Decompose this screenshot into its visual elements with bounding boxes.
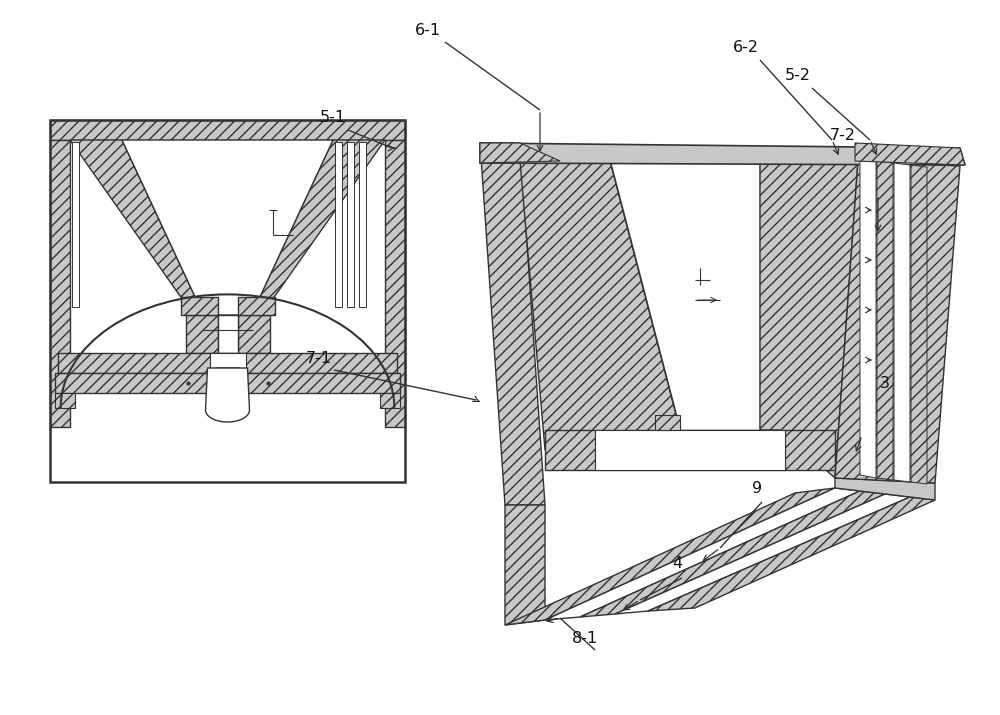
Polygon shape bbox=[55, 393, 75, 408]
Polygon shape bbox=[480, 143, 545, 505]
Bar bbox=[50, 120, 405, 482]
Text: 8-1: 8-1 bbox=[572, 631, 598, 646]
Polygon shape bbox=[610, 161, 760, 430]
Polygon shape bbox=[218, 315, 238, 353]
Polygon shape bbox=[760, 161, 858, 478]
Polygon shape bbox=[911, 165, 927, 484]
Polygon shape bbox=[252, 140, 385, 315]
Polygon shape bbox=[480, 143, 965, 165]
Polygon shape bbox=[855, 143, 965, 165]
Polygon shape bbox=[122, 140, 333, 315]
Polygon shape bbox=[210, 353, 246, 373]
Polygon shape bbox=[385, 140, 405, 427]
Polygon shape bbox=[480, 143, 560, 163]
Polygon shape bbox=[505, 488, 835, 625]
Polygon shape bbox=[380, 393, 400, 408]
Text: 5-1: 5-1 bbox=[320, 110, 346, 125]
Polygon shape bbox=[835, 478, 935, 500]
Polygon shape bbox=[58, 353, 397, 373]
Polygon shape bbox=[72, 142, 79, 307]
Polygon shape bbox=[50, 120, 405, 140]
Polygon shape bbox=[545, 430, 835, 470]
Polygon shape bbox=[50, 140, 70, 427]
Polygon shape bbox=[238, 315, 270, 353]
Polygon shape bbox=[648, 497, 935, 611]
Polygon shape bbox=[55, 373, 400, 393]
Text: 4: 4 bbox=[672, 556, 682, 571]
Text: 6-1: 6-1 bbox=[415, 23, 441, 38]
Polygon shape bbox=[520, 161, 680, 450]
Text: 6-2: 6-2 bbox=[733, 40, 759, 55]
Polygon shape bbox=[238, 297, 274, 315]
Polygon shape bbox=[70, 140, 204, 315]
Text: 7-2: 7-2 bbox=[830, 128, 856, 143]
Polygon shape bbox=[894, 163, 910, 482]
Polygon shape bbox=[580, 491, 885, 617]
Polygon shape bbox=[347, 142, 354, 307]
Polygon shape bbox=[615, 494, 910, 614]
Polygon shape bbox=[206, 368, 250, 422]
Polygon shape bbox=[216, 368, 240, 417]
Polygon shape bbox=[860, 161, 876, 478]
Polygon shape bbox=[835, 161, 960, 483]
Text: 3: 3 bbox=[880, 376, 890, 391]
Polygon shape bbox=[505, 505, 545, 625]
Polygon shape bbox=[359, 142, 366, 307]
Polygon shape bbox=[877, 161, 893, 480]
Polygon shape bbox=[186, 315, 218, 353]
Text: 7-1: 7-1 bbox=[306, 351, 332, 366]
Text: 5-2: 5-2 bbox=[785, 68, 811, 83]
Polygon shape bbox=[180, 297, 218, 315]
Polygon shape bbox=[595, 430, 785, 470]
Polygon shape bbox=[655, 415, 680, 430]
Polygon shape bbox=[545, 488, 860, 620]
Polygon shape bbox=[335, 142, 342, 307]
Text: 9: 9 bbox=[752, 481, 762, 496]
